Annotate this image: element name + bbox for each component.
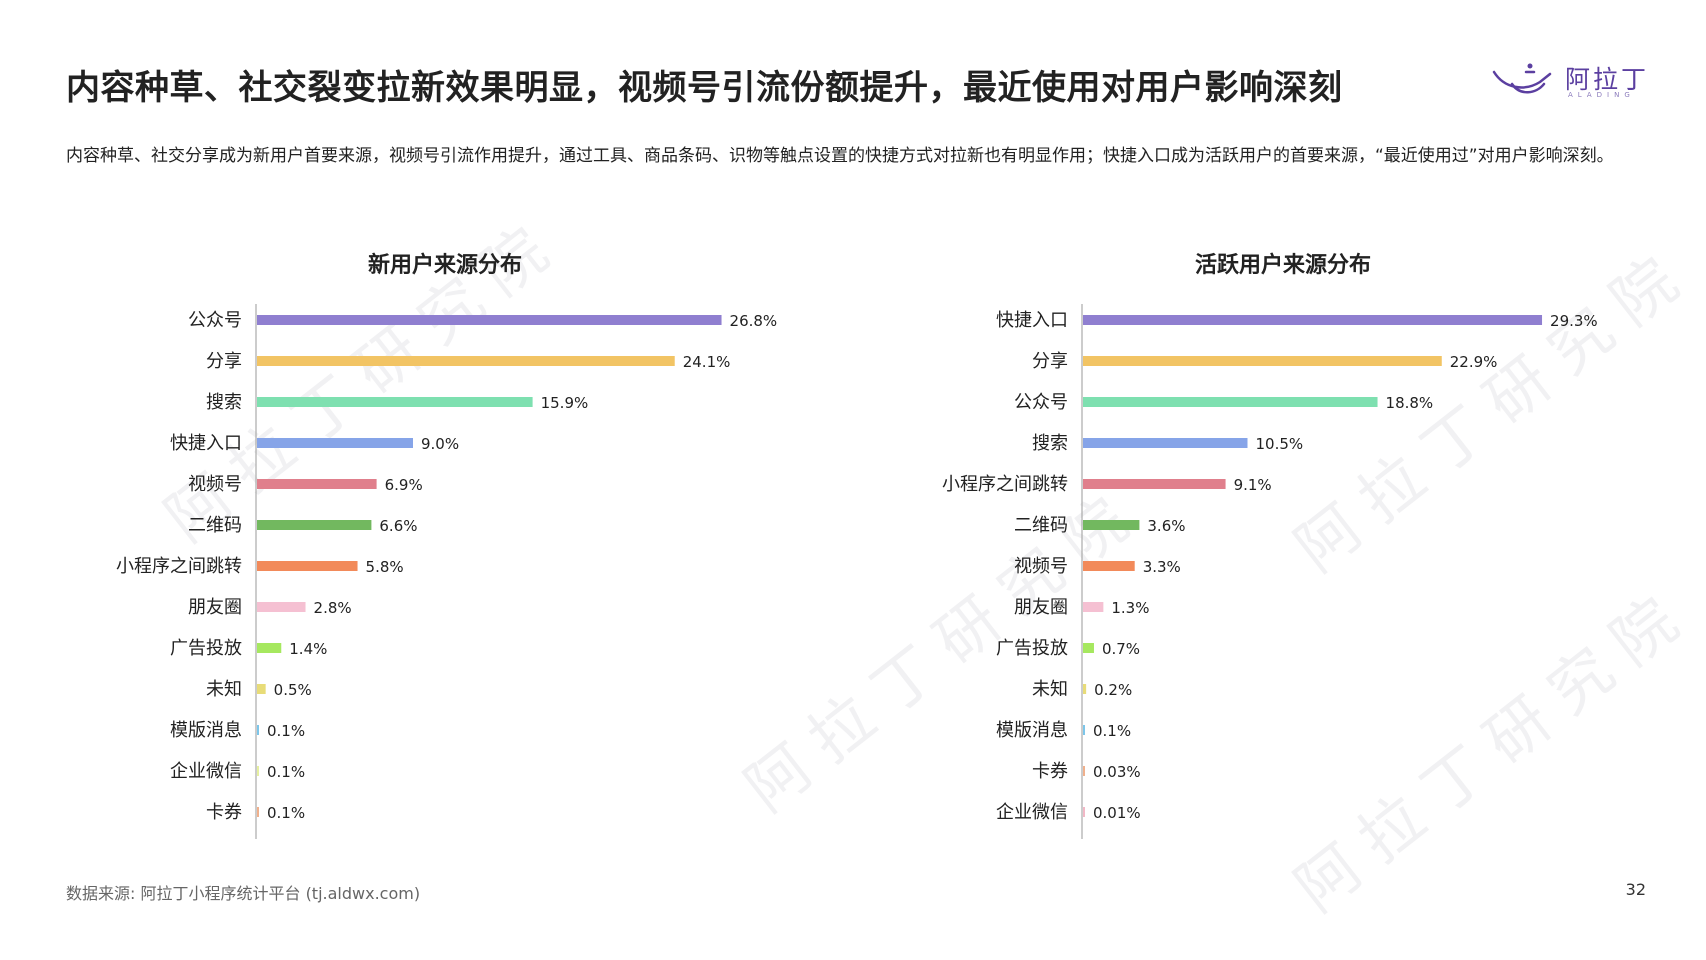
bar [257, 479, 377, 489]
data-label: 6.9% [385, 476, 423, 494]
category-label: 模版消息 [170, 720, 242, 741]
bar [1083, 643, 1094, 653]
data-label: 0.1% [267, 763, 305, 781]
data-label: 24.1% [683, 353, 731, 371]
page-number: 32 [1625, 880, 1646, 899]
data-label: 10.5% [1256, 435, 1304, 453]
data-label: 29.3% [1550, 312, 1598, 330]
data-label: 5.8% [366, 558, 404, 576]
bar [257, 561, 358, 571]
category-label: 朋友圈 [188, 597, 242, 618]
data-label: 0.1% [267, 804, 305, 822]
bar [257, 602, 306, 612]
data-label: 2.8% [314, 599, 352, 617]
bar [1083, 807, 1085, 817]
bar [1083, 520, 1140, 530]
data-label: 15.9% [541, 394, 589, 412]
bar [1083, 684, 1087, 694]
data-label: 9.1% [1234, 476, 1272, 494]
data-label: 9.0% [421, 435, 459, 453]
bar [257, 766, 259, 776]
category-label: 搜索 [206, 392, 242, 413]
chart-title: 新用户来源分布 [368, 252, 522, 278]
brand-logo: 阿拉丁 ALADING [1490, 58, 1660, 108]
category-label: 快捷入口 [170, 433, 242, 454]
data-label: 0.1% [1093, 722, 1131, 740]
category-label: 快捷入口 [996, 310, 1068, 331]
category-label: 分享 [1032, 351, 1068, 372]
bar [257, 520, 372, 530]
data-label: 0.01% [1093, 804, 1141, 822]
bar [257, 684, 266, 694]
category-label: 视频号 [1014, 556, 1068, 577]
bar [1083, 602, 1104, 612]
data-label: 1.3% [1111, 599, 1149, 617]
page-title: 内容种草、社交裂变拉新效果明显，视频号引流份额提升，最近使用对用户影响深刻 [66, 68, 1343, 108]
category-label: 小程序之间跳转 [942, 474, 1068, 495]
bar [257, 807, 259, 817]
category-label: 小程序之间跳转 [116, 556, 242, 577]
bar [1083, 356, 1442, 366]
bar [257, 438, 413, 448]
data-label: 18.8% [1386, 394, 1434, 412]
bar [1083, 315, 1543, 325]
category-label: 广告投放 [170, 638, 242, 659]
logo-subtext: ALADING [1568, 91, 1635, 99]
bar [1083, 561, 1135, 571]
category-label: 分享 [206, 351, 242, 372]
bar [1083, 438, 1248, 448]
category-label: 视频号 [188, 474, 242, 495]
bar [1083, 725, 1085, 735]
category-label: 卡券 [1032, 761, 1068, 782]
page-subtitle: 内容种草、社交分享成为新用户首要来源，视频号引流作用提升，通过工具、商品条码、识… [66, 146, 1614, 166]
data-label: 6.6% [379, 517, 417, 535]
data-source: 数据来源: 阿拉丁小程序统计平台 (tj.aldwx.com) [66, 884, 421, 903]
bar [1083, 766, 1085, 776]
data-label: 22.9% [1450, 353, 1498, 371]
bar [1083, 479, 1226, 489]
category-label: 二维码 [188, 515, 242, 536]
logo-text: 阿拉丁 [1565, 65, 1650, 94]
category-label: 朋友圈 [1014, 597, 1068, 618]
category-label: 广告投放 [996, 638, 1068, 659]
category-label: 公众号 [1014, 392, 1068, 413]
bar [257, 725, 259, 735]
data-label: 3.6% [1147, 517, 1185, 535]
bar [257, 397, 533, 407]
category-label: 搜索 [1032, 433, 1068, 454]
category-label: 公众号 [188, 310, 242, 331]
category-label: 企业微信 [170, 761, 242, 782]
category-label: 模版消息 [996, 720, 1068, 741]
bar [257, 643, 282, 653]
data-label: 0.5% [274, 681, 312, 699]
chart-title: 活跃用户来源分布 [1195, 252, 1371, 278]
data-label: 0.7% [1102, 640, 1140, 658]
category-label: 未知 [206, 679, 242, 700]
data-label: 1.4% [289, 640, 327, 658]
data-label: 0.1% [267, 722, 305, 740]
category-label: 企业微信 [996, 802, 1068, 823]
data-label: 26.8% [730, 312, 778, 330]
lamp-icon [1492, 63, 1552, 94]
data-label: 0.2% [1094, 681, 1132, 699]
bar [257, 356, 675, 366]
data-label: 0.03% [1093, 763, 1141, 781]
bar [1083, 397, 1378, 407]
data-label: 3.3% [1143, 558, 1181, 576]
bar [257, 315, 722, 325]
category-label: 二维码 [1014, 515, 1068, 536]
category-label: 未知 [1032, 679, 1068, 700]
category-label: 卡券 [206, 802, 242, 823]
